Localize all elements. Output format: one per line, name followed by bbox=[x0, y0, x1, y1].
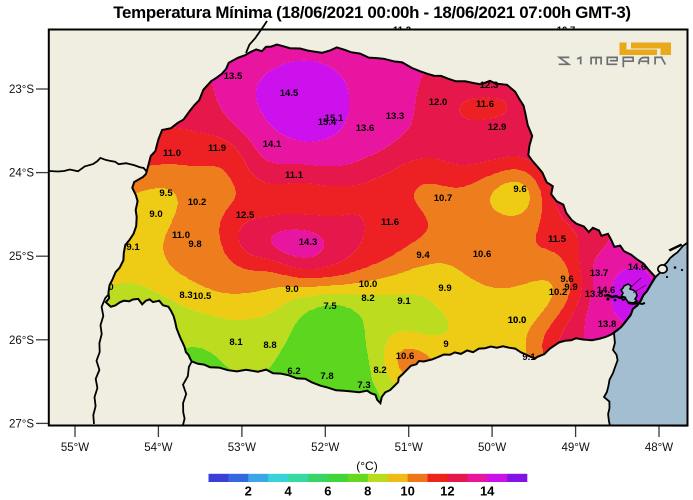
svg-text:10: 10 bbox=[400, 484, 414, 499]
svg-text:11.9: 11.9 bbox=[208, 143, 226, 154]
svg-text:12.0: 12.0 bbox=[429, 97, 448, 108]
svg-text:7.3: 7.3 bbox=[357, 380, 370, 391]
svg-text:7.8: 7.8 bbox=[320, 371, 333, 382]
svg-text:23°S: 23°S bbox=[9, 84, 34, 96]
svg-text:53°W: 53°W bbox=[228, 442, 256, 454]
svg-text:49°W: 49°W bbox=[561, 442, 589, 454]
svg-text:9.1: 9.1 bbox=[397, 296, 411, 307]
svg-text:14.5: 14.5 bbox=[280, 88, 299, 99]
svg-text:14.1: 14.1 bbox=[263, 139, 282, 150]
svg-text:9.9: 9.9 bbox=[564, 282, 577, 293]
svg-text:10.0: 10.0 bbox=[508, 315, 527, 326]
svg-text:11.2: 11.2 bbox=[393, 25, 411, 36]
svg-text:48°W: 48°W bbox=[645, 442, 673, 454]
svg-text:10.7: 10.7 bbox=[557, 25, 576, 36]
svg-text:10.6: 10.6 bbox=[473, 249, 492, 260]
svg-text:2: 2 bbox=[245, 484, 252, 499]
svg-text:9.5: 9.5 bbox=[159, 188, 173, 199]
svg-text:8: 8 bbox=[364, 484, 371, 499]
svg-text:54°W: 54°W bbox=[144, 442, 172, 454]
svg-text:24°S: 24°S bbox=[9, 168, 34, 180]
svg-text:9.1: 9.1 bbox=[126, 242, 140, 253]
svg-text:13.3: 13.3 bbox=[386, 111, 405, 122]
svg-text:8.3: 8.3 bbox=[179, 290, 192, 301]
svg-text:10.5: 10.5 bbox=[193, 291, 212, 302]
svg-text:9.8: 9.8 bbox=[188, 239, 201, 250]
svg-text:9.4: 9.4 bbox=[416, 250, 430, 261]
svg-text:9: 9 bbox=[443, 339, 448, 350]
svg-text:8.2: 8.2 bbox=[373, 365, 386, 376]
svg-text:9.0: 9.0 bbox=[285, 284, 298, 295]
svg-text:9.0: 9.0 bbox=[149, 209, 162, 220]
svg-text:14: 14 bbox=[480, 484, 495, 499]
svg-text:9.9: 9.9 bbox=[438, 283, 451, 294]
svg-text:12.9: 12.9 bbox=[488, 122, 507, 133]
svg-text:9.6: 9.6 bbox=[560, 274, 573, 285]
svg-text:Temperatura Mínima (18/06/2021: Temperatura Mínima (18/06/2021 00:00h - … bbox=[113, 3, 631, 22]
svg-text:51°W: 51°W bbox=[395, 442, 423, 454]
svg-text:10.7: 10.7 bbox=[434, 193, 453, 204]
svg-text:11.1: 11.1 bbox=[285, 170, 304, 181]
svg-text:8.1: 8.1 bbox=[229, 337, 243, 348]
svg-text:13.8: 13.8 bbox=[585, 289, 604, 300]
svg-text:7.5: 7.5 bbox=[323, 301, 337, 312]
svg-text:12: 12 bbox=[440, 484, 454, 499]
svg-text:50°W: 50°W bbox=[478, 442, 506, 454]
svg-text:26°S: 26°S bbox=[9, 335, 34, 347]
svg-text:11.5: 11.5 bbox=[548, 234, 567, 245]
svg-text:13.5: 13.5 bbox=[224, 71, 243, 82]
svg-text:13.7: 13.7 bbox=[590, 268, 609, 279]
svg-text:8.2: 8.2 bbox=[361, 293, 374, 304]
svg-text:0: 0 bbox=[108, 282, 113, 293]
svg-text:10.0: 10.0 bbox=[508, 315, 527, 326]
svg-text:9.1: 9.1 bbox=[522, 352, 536, 363]
svg-text:15.1: 15.1 bbox=[325, 113, 344, 124]
svg-text:14.6: 14.6 bbox=[597, 285, 616, 296]
svg-text:11.0: 11.0 bbox=[172, 230, 190, 241]
svg-text:4: 4 bbox=[284, 484, 292, 499]
svg-text:25°S: 25°S bbox=[9, 251, 34, 263]
svg-text:10.2: 10.2 bbox=[188, 197, 207, 208]
svg-text:13.6: 13.6 bbox=[356, 123, 375, 134]
svg-text:10.0: 10.0 bbox=[359, 279, 378, 290]
svg-text:10.2: 10.2 bbox=[549, 287, 568, 298]
svg-text:52°W: 52°W bbox=[311, 442, 339, 454]
svg-text:6.2: 6.2 bbox=[287, 366, 300, 377]
svg-text:11.6: 11.6 bbox=[381, 217, 399, 228]
svg-text:15.4: 15.4 bbox=[318, 117, 337, 128]
svg-text:(°C): (°C) bbox=[356, 459, 377, 473]
svg-text:8.8: 8.8 bbox=[263, 340, 276, 351]
svg-text:12.5: 12.5 bbox=[236, 210, 255, 221]
svg-text:27°S: 27°S bbox=[9, 418, 34, 430]
svg-text:14.6: 14.6 bbox=[628, 262, 647, 273]
svg-text:9.6: 9.6 bbox=[513, 184, 526, 195]
svg-text:12.3: 12.3 bbox=[480, 80, 499, 91]
svg-text:6: 6 bbox=[324, 484, 331, 499]
svg-text:13.8: 13.8 bbox=[598, 319, 617, 330]
svg-text:10.6: 10.6 bbox=[396, 351, 415, 362]
svg-text:11.6: 11.6 bbox=[476, 99, 494, 110]
svg-text:55°W: 55°W bbox=[61, 442, 89, 454]
svg-text:14.3: 14.3 bbox=[299, 237, 318, 248]
svg-text:11.0: 11.0 bbox=[163, 148, 181, 159]
